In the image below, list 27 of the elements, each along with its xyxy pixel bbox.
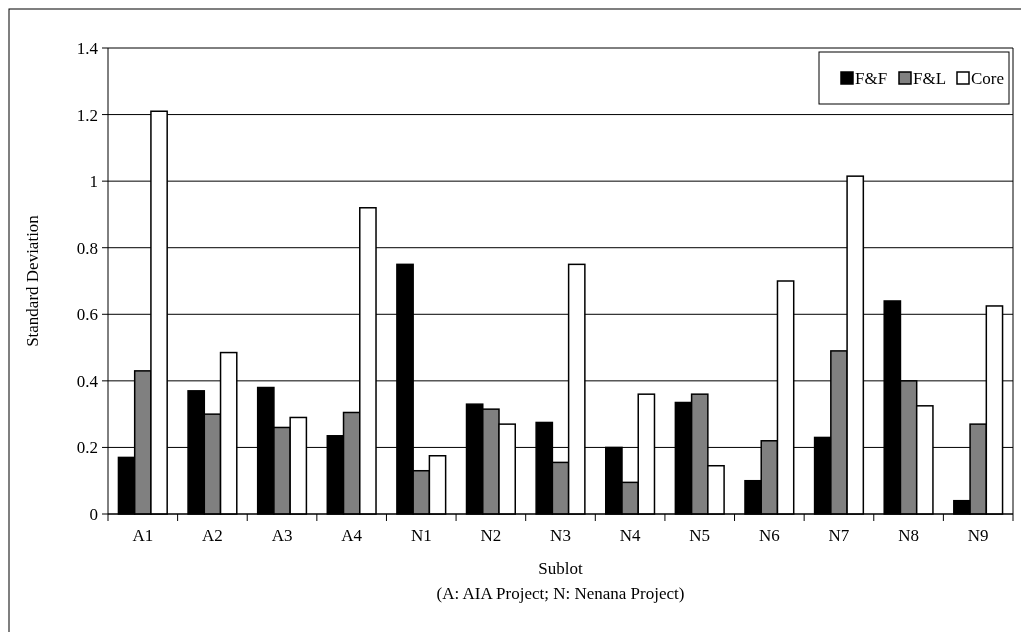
y-tick-label: 0.8 (76, 238, 98, 258)
x-tick-label: N4 (619, 526, 641, 545)
y-tick-label: 0.4 (76, 371, 99, 391)
y-tick-label: 0.2 (76, 438, 98, 458)
x-tick-label: N2 (480, 526, 502, 545)
legend-label: F&L (913, 69, 947, 88)
x-tick-label: N7 (828, 526, 850, 545)
y-tick-label: 0 (89, 504, 98, 524)
x-tick-label: A3 (271, 526, 293, 545)
x-tick-label: N6 (758, 526, 780, 545)
y-tick-label: 1.4 (76, 38, 99, 58)
x-tick-label: N8 (898, 526, 919, 545)
x-tick-label: N5 (689, 526, 711, 545)
x-tick-label: A2 (202, 526, 223, 545)
text: (A: AIA Project; N: Nenana Project) (436, 584, 685, 603)
y-axis-title: Standard Deviation (23, 214, 42, 347)
x-axis-title: Sublot (538, 559, 583, 578)
legend-label: F&F (855, 69, 888, 88)
x-tick-label: A1 (132, 526, 154, 545)
y-tick-label: 0.6 (76, 305, 98, 325)
x-tick-label: N3 (550, 526, 571, 545)
x-tick-label: N9 (967, 526, 989, 545)
legend-label: Core (971, 69, 1005, 88)
y-tick-label: 1.2 (76, 105, 98, 125)
y-tick-label: 1 (89, 172, 98, 192)
x-tick-label: A4 (341, 526, 363, 545)
x-tick-label: N1 (410, 526, 432, 545)
